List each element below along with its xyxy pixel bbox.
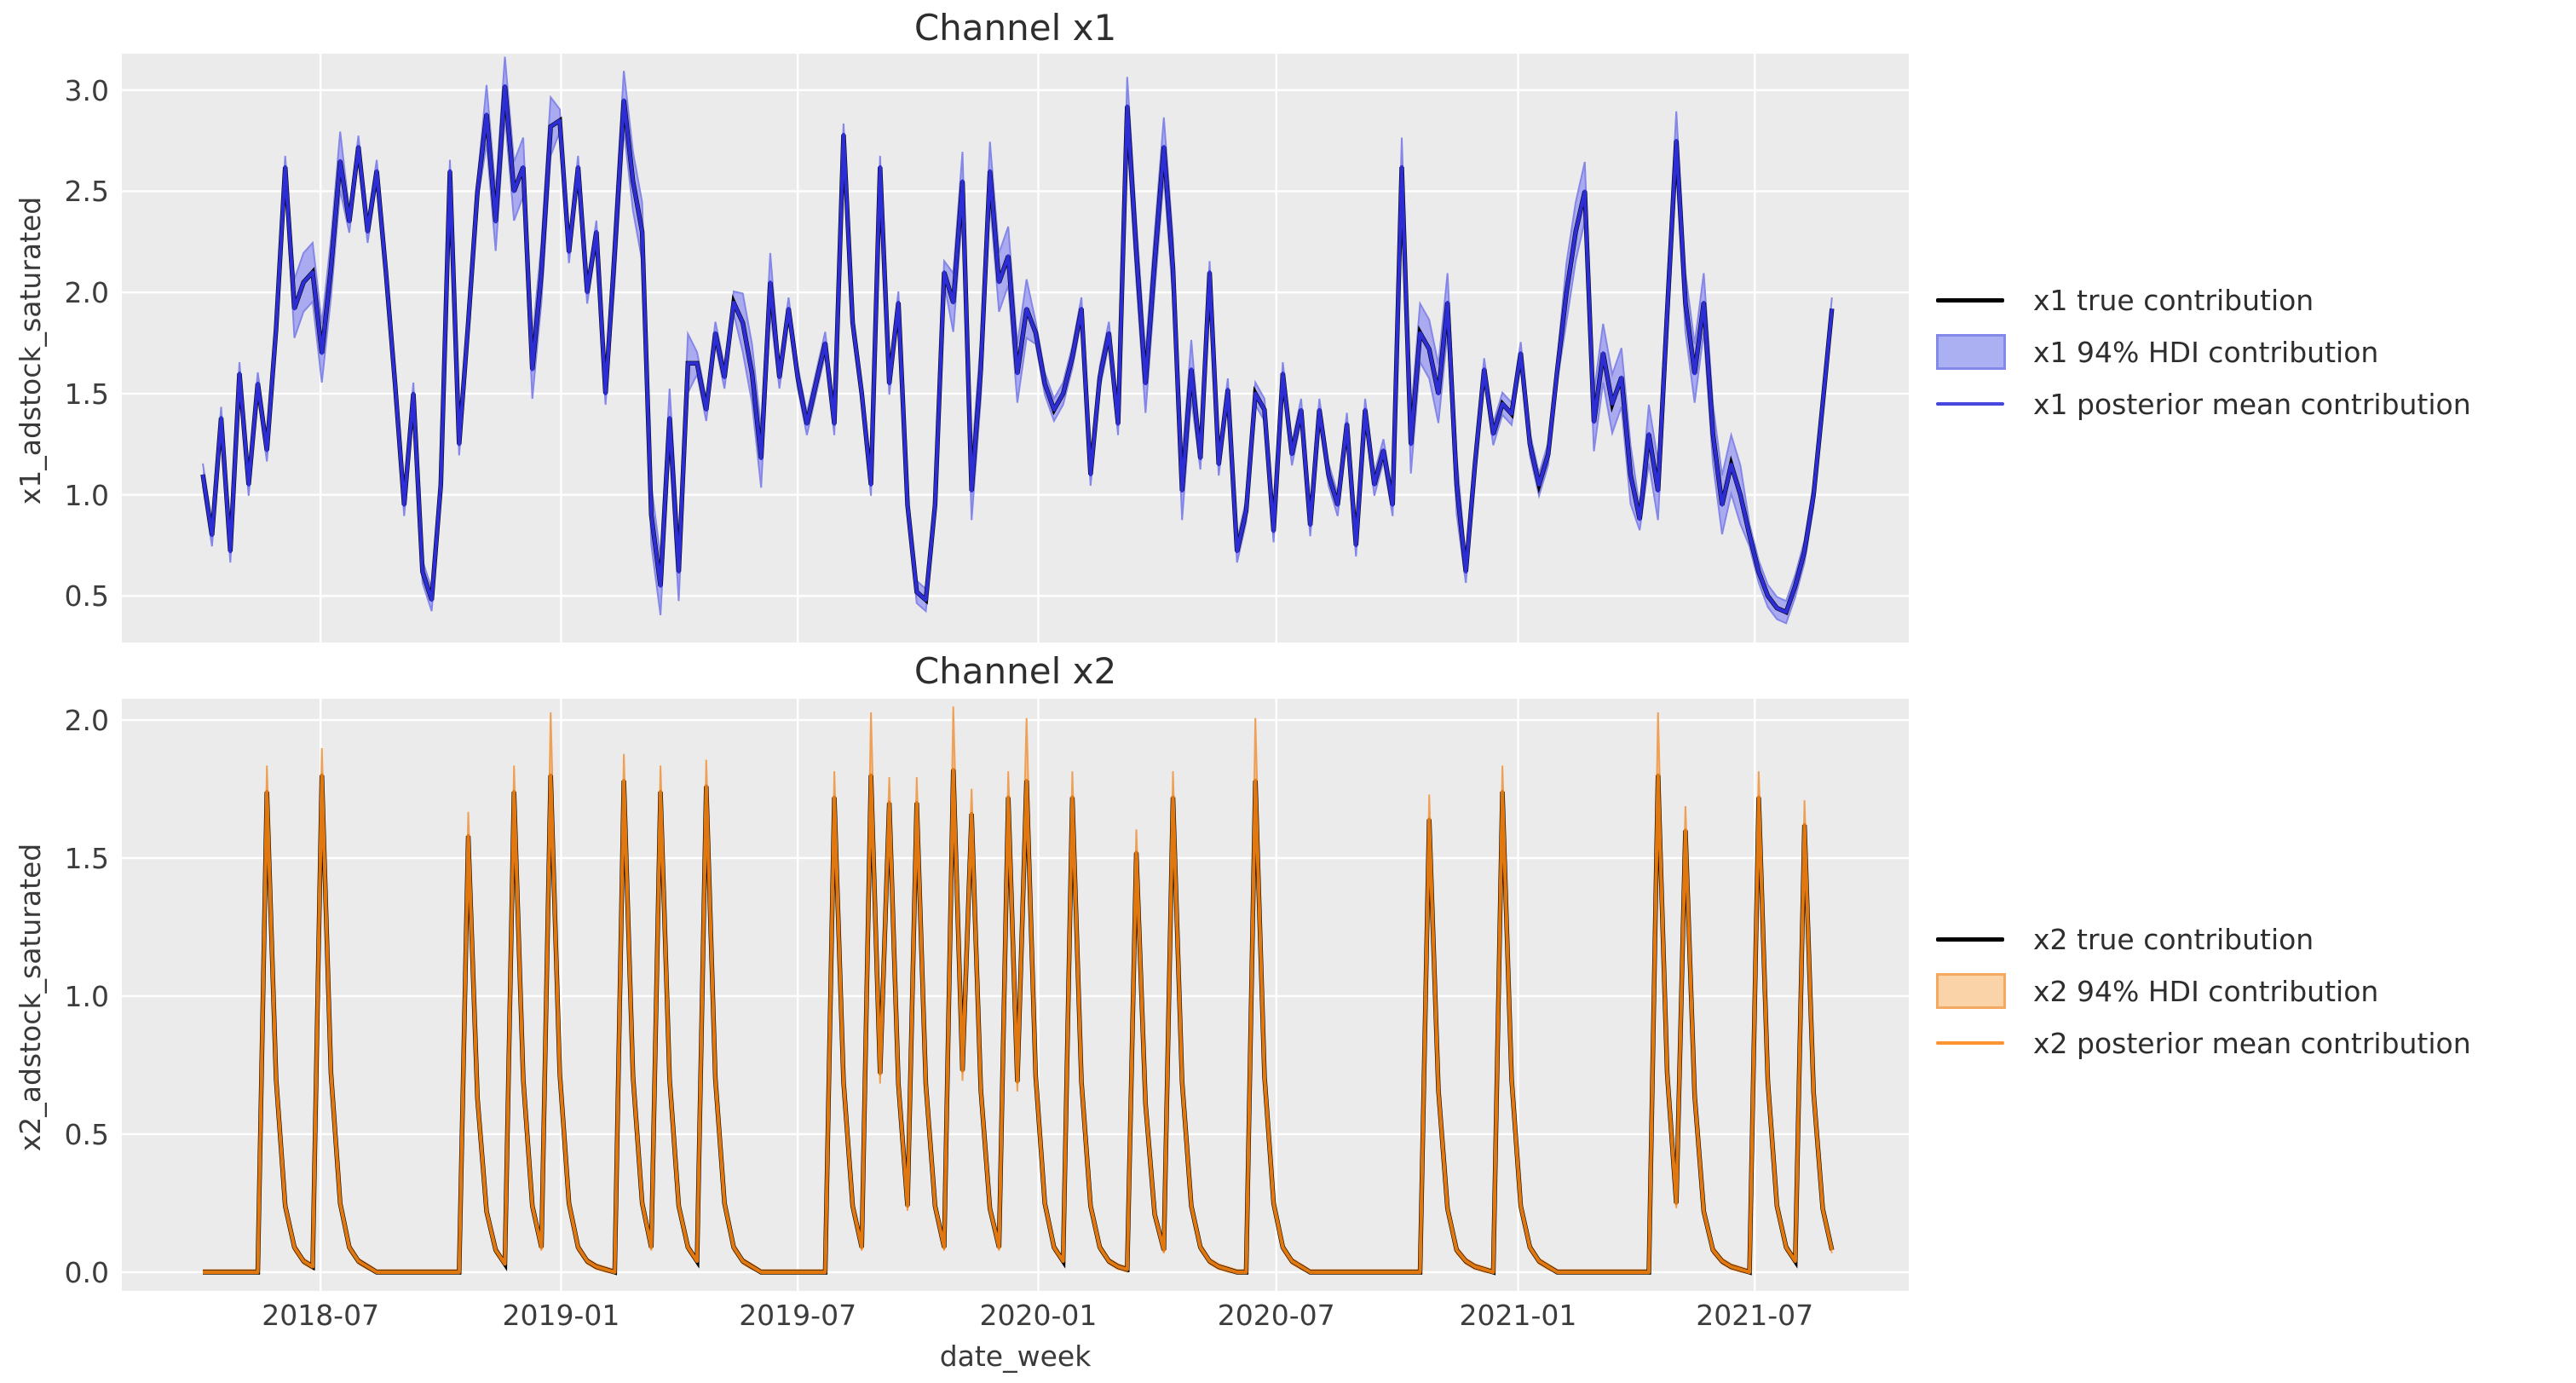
black-line-swatch-icon [1936, 936, 2006, 942]
legend-item-x2-mean: x2 posterior mean contribution [1936, 1026, 2471, 1060]
x-tick-label: 2021-01 [1459, 1299, 1577, 1332]
y-tick-label: 3.0 [64, 73, 109, 107]
legend-label: x1 true contribution [2033, 283, 2314, 317]
x-tick-label: 2020-07 [1217, 1299, 1335, 1332]
legend-label: x1 posterior mean contribution [2033, 387, 2471, 421]
x-tick-label: 2019-07 [739, 1299, 857, 1332]
legend-label: x2 posterior mean contribution [2033, 1026, 2471, 1060]
y-tick-label: 1.5 [64, 377, 109, 411]
y-tick-label: 1.0 [64, 478, 109, 512]
y-tick-label: 1.0 [64, 979, 109, 1013]
x-tick-label: 2020-01 [979, 1299, 1098, 1332]
channel-x1-plot [122, 54, 1909, 643]
chart-title-x1: Channel x1 [913, 7, 1117, 49]
legend-label: x1 94% HDI contribution [2033, 335, 2379, 369]
blue-line-swatch-icon [1936, 402, 2006, 406]
orange-band-swatch-icon [1936, 973, 2006, 1009]
y-tick-label: 2.5 [64, 175, 109, 209]
legend-label: x2 94% HDI contribution [2033, 974, 2379, 1008]
y-tick-label: 1.5 [64, 841, 109, 875]
channel-x2-plot [122, 699, 1909, 1291]
y-tick-label: 0.5 [64, 579, 109, 614]
y-tick-label: 2.0 [64, 703, 109, 737]
y-tick-label: 0.0 [64, 1255, 109, 1289]
x-axis-label: date_week [939, 1340, 1092, 1373]
legend-item-x1-mean: x1 posterior mean contribution [1936, 387, 2471, 421]
x-tick-label: 2018-07 [262, 1299, 380, 1332]
gridlines [122, 699, 1909, 1291]
legend-item-x2-hdi: x2 94% HDI contribution [1936, 973, 2471, 1009]
x1-posterior-mean-line [200, 84, 1834, 614]
x-tick-label: 2019-01 [502, 1299, 620, 1332]
legend-label: x2 true contribution [2033, 922, 2314, 956]
orange-line-swatch-icon [1936, 1041, 2006, 1045]
legend-item-x1-true: x1 true contribution [1936, 283, 2471, 317]
blue-band-swatch-icon [1936, 334, 2006, 370]
legend-x1: x1 true contribution x1 94% HDI contribu… [1936, 283, 2471, 421]
legend-item-x1-hdi: x1 94% HDI contribution [1936, 334, 2471, 370]
legend-x2: x2 true contribution x2 94% HDI contribu… [1936, 922, 2471, 1060]
y-tick-label: 0.5 [64, 1117, 109, 1151]
black-line-swatch-icon [1936, 297, 2006, 303]
x2-posterior-mean-line [203, 768, 1834, 1275]
chart-title-x2: Channel x2 [913, 650, 1117, 692]
y-tick-label: 2.0 [64, 276, 109, 310]
x-tick-label: 2021-07 [1696, 1299, 1814, 1332]
legend-item-x2-true: x2 true contribution [1936, 922, 2471, 956]
